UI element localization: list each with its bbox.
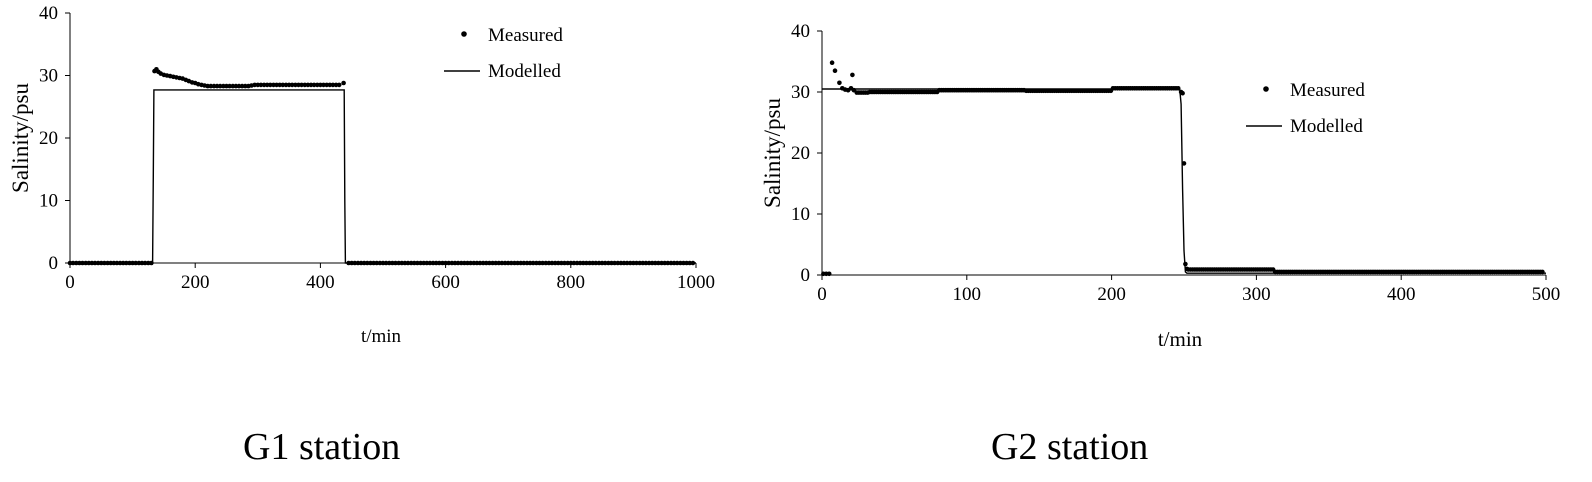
- measured-point: [289, 82, 295, 88]
- legend-point-symbol: [461, 31, 467, 37]
- legend-entry: Measured: [488, 25, 563, 46]
- chart-1-caption: G1 station: [243, 426, 401, 468]
- y-tick-label: 10: [791, 204, 810, 225]
- legend-point-symbol: [1263, 86, 1269, 92]
- x-tick-label: 600: [431, 272, 460, 293]
- x-tick-label: 800: [557, 272, 586, 293]
- measured-point: [1180, 90, 1185, 96]
- legend-entry: Measured: [1290, 80, 1365, 101]
- x-tick-label: 400: [1387, 284, 1416, 305]
- measured-point: [236, 83, 242, 89]
- y-tick-label: 40: [791, 21, 810, 42]
- chart-2-caption: G2 station: [991, 426, 1149, 468]
- legend: Measured Modelled: [444, 25, 563, 82]
- y-tick-label: 10: [39, 191, 58, 212]
- x-tick-label: 200: [1097, 284, 1126, 305]
- measured-point: [826, 271, 832, 277]
- legend-entry: Modelled: [488, 61, 561, 82]
- measured-point: [832, 68, 838, 73]
- x-tick-label: 0: [65, 272, 75, 293]
- y-tick-label: 0: [801, 265, 811, 286]
- y-tick-label: 30: [39, 66, 58, 87]
- measured-point: [850, 72, 855, 78]
- x-axis-label: t/min: [1158, 327, 1203, 351]
- measured-point: [217, 83, 223, 89]
- x-axis-label: t/min: [361, 326, 402, 347]
- modelled-line: [70, 89, 696, 264]
- x-tick-label: 200: [181, 272, 210, 293]
- x-tick-label: 500: [1532, 284, 1561, 305]
- chart-2: 0 100 200 300 400 500 0 10 20 30 40 t/min Salinity/p…: [760, 21, 1560, 351]
- measured-point: [336, 82, 342, 88]
- y-tick-label: 20: [39, 128, 58, 149]
- x-tick-label: 0: [817, 284, 827, 305]
- measured-point: [208, 83, 214, 89]
- measured-point: [330, 82, 336, 88]
- chart-1: 0 200 400 600 800 1000 0 10 20 30 40 t/min Salinity/…: [8, 3, 715, 347]
- measured-point: [268, 82, 273, 88]
- y-axis-label: Salinity/psu: [8, 83, 33, 193]
- measured-point: [341, 80, 346, 86]
- y-tick-label: 30: [791, 82, 810, 103]
- measured-point: [258, 82, 264, 88]
- measured-point: [321, 82, 326, 88]
- legend-entry: Modelled: [1290, 116, 1363, 137]
- measured-point: [311, 82, 317, 88]
- y-axis-label: Salinity/psu: [760, 98, 785, 208]
- legend: Measured Modelled: [1246, 80, 1365, 137]
- x-tick-label: 300: [1242, 284, 1271, 305]
- y-tick-label: 20: [791, 143, 810, 164]
- measured-point: [299, 82, 304, 88]
- y-tick-label: 0: [49, 253, 59, 274]
- measured-point: [829, 60, 835, 65]
- x-tick-label: 100: [953, 284, 982, 305]
- y-tick-label: 40: [39, 3, 58, 24]
- modelled-line: [822, 88, 1546, 274]
- measured-point: [280, 82, 286, 88]
- measured-point: [837, 80, 842, 86]
- measured-point: [227, 83, 232, 89]
- measured-points: [67, 67, 696, 266]
- x-tick-label: 1000: [677, 272, 715, 293]
- x-tick-label: 400: [306, 272, 335, 293]
